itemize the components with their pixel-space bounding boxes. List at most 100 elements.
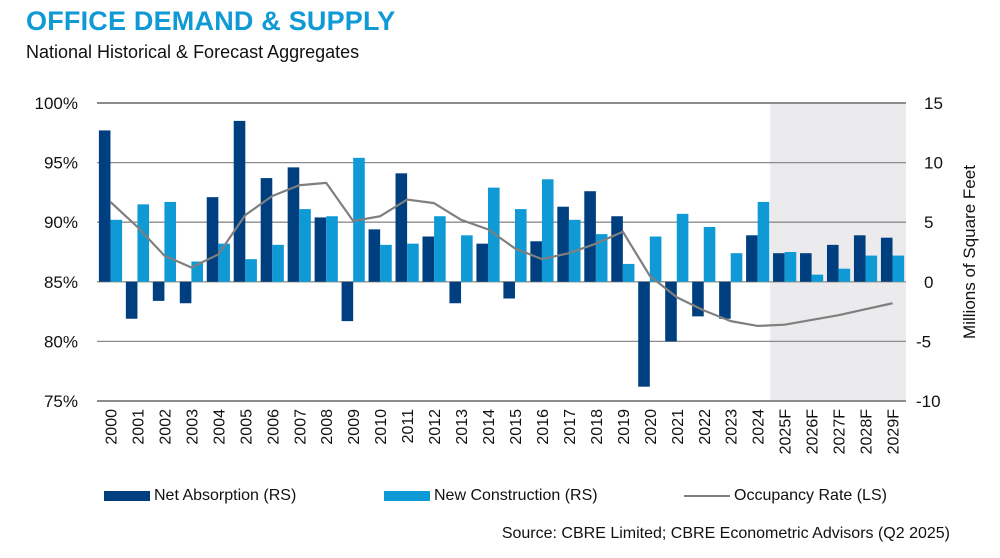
x-axis-tick: 2012 [427,409,444,445]
legend-label-net-absorption: Net Absorption (RS) [154,487,297,504]
x-axis-tick: 2026F [805,409,822,455]
bar-net-absorption [476,243,489,282]
bar-new-construction [541,179,554,282]
x-axis-tick: 2016 [535,409,552,445]
bar-net-absorption [503,281,515,299]
bar-net-absorption [826,244,839,282]
right-axis-tick: 15 [924,94,943,113]
x-axis-tick: 2000 [103,409,120,445]
bar-new-construction [676,213,689,282]
legend-swatch-net-absorption [104,491,150,501]
bar-net-absorption [800,253,812,282]
bar-net-absorption [773,253,785,282]
legend-swatch-occupancy-rate [684,495,730,497]
x-axis-tick: 2015 [508,409,525,445]
bar-net-absorption [152,281,165,301]
bar-net-absorption [314,217,327,282]
x-axis-tick: 2001 [130,409,147,445]
line-occupancy-rate [109,181,893,328]
bar-net-absorption [665,281,677,342]
x-axis-tick: 2028F [859,409,876,455]
bar-new-construction [326,216,338,282]
x-axis-tick: 2021 [670,409,687,445]
x-axis-tick: 2003 [184,409,201,445]
bar-new-construction [272,244,284,282]
x-axis-tick: 2017 [562,409,579,445]
right-axis-tick: 10 [924,154,943,173]
bar-net-absorption [125,281,138,319]
x-axis-tick: 2008 [319,409,336,445]
bar-net-absorption [853,235,866,282]
right-axis-tick: -5 [916,332,931,351]
bar-net-absorption [530,241,542,282]
legend-item-new-construction: New Construction (RS) [384,487,598,505]
bar-new-construction [461,235,473,282]
bar-net-absorption [395,173,408,282]
left-axis-tick: 100% [35,94,78,113]
bar-net-absorption [611,216,623,282]
bar-new-construction [865,255,878,282]
x-axis-tick: 2011 [400,409,417,444]
x-axis-tick: 2018 [589,409,606,445]
x-axis-tick: 2005 [238,409,255,445]
x-axis-tick: 2007 [292,409,309,445]
left-axis-tick: 90% [44,213,78,232]
bar-new-construction [892,255,905,282]
x-axis-tick: 2009 [346,409,363,445]
bar-net-absorption [206,197,219,282]
x-axis-tick: 2023 [724,409,741,445]
source-note: Source: CBRE Limited; CBRE Econometric A… [501,525,950,542]
bar-new-construction [622,263,635,282]
bar-net-absorption [179,281,192,304]
bar-new-construction [649,236,662,282]
chart-subtitle: National Historical & Forecast Aggregate… [26,42,360,62]
bar-new-construction [730,253,743,282]
x-axis-tick: 2027F [832,409,849,455]
right-axis-tick: 5 [924,213,933,232]
right-axis-tick: -10 [916,392,941,411]
bar-new-construction [703,226,716,282]
x-axis-tick: 2013 [454,409,471,445]
bar-new-construction [191,261,203,282]
bar-new-construction [811,274,824,282]
left-axis-tick: 80% [44,332,78,351]
bar-net-absorption [98,130,111,282]
bar-new-construction [514,209,527,282]
bar-new-construction [110,219,123,282]
legend-label-new-construction: New Construction (RS) [434,487,598,504]
bar-new-construction [434,216,446,282]
bar-new-construction [595,234,608,282]
bar-net-absorption [233,120,246,282]
bar-net-absorption [260,178,273,282]
bar-net-absorption [719,281,731,319]
bar-new-construction [137,204,150,282]
bar-net-absorption [638,281,650,387]
bar-net-absorption [287,167,300,282]
x-axis-tick: 2022 [697,409,714,445]
x-axis-tick: 2020 [643,409,660,445]
bar-new-construction [838,268,851,282]
left-axis-tick: 95% [44,154,78,173]
x-axis-tick: 2019 [616,409,633,445]
x-axis-tick: 2029F [886,409,903,455]
bar-net-absorption [368,229,381,282]
bar-net-absorption [449,281,462,304]
right-axis-label: Millions of Square Feet [960,165,979,339]
x-axis-tick: 2025F [778,409,795,455]
legend-item-net-absorption: Net Absorption (RS) [104,487,296,505]
legend-item-occupancy-rate: Occupancy Rate (LS) [684,487,887,505]
x-axis-tick: 2024 [751,409,768,445]
bar-new-construction [218,243,230,282]
bar-new-construction [164,201,177,282]
bar-new-construction [245,259,257,282]
bar-net-absorption [422,236,435,282]
x-axis-tick: 2002 [157,409,174,445]
bar-net-absorption [692,281,704,317]
bar-new-construction [407,243,419,282]
left-axis-tick: 75% [44,392,78,411]
bar-net-absorption [746,235,758,282]
legend-swatch-new-construction [384,491,430,501]
x-axis-tick: 2014 [481,409,498,445]
chart-title: OFFICE DEMAND & SUPPLY [26,6,396,36]
